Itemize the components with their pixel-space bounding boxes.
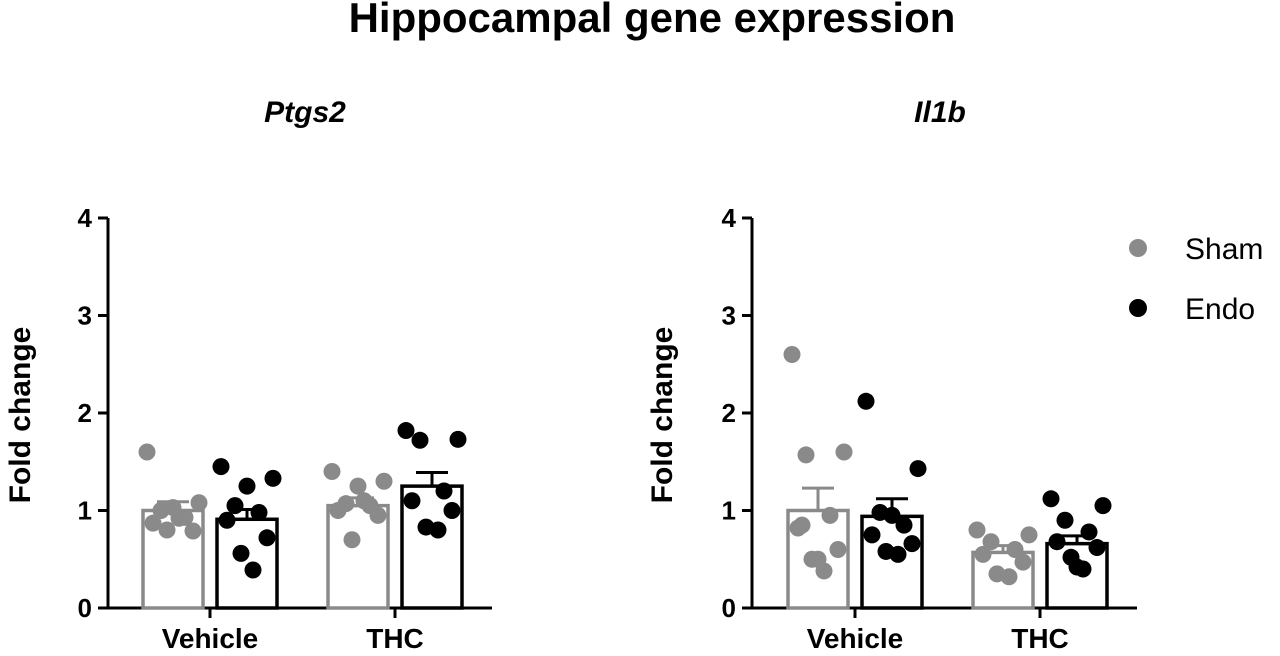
point-ptgs2-thc-sham-1 xyxy=(375,472,393,490)
point-ptgs2-vehicle-endo-0 xyxy=(212,458,230,476)
panel-ptgs2: Ptgs2 Fold change 0 1 2 3 4 Vehicle THC xyxy=(4,96,492,654)
point-il1b-thc-endo-4 xyxy=(1048,533,1066,551)
point-il1b-thc-endo-8 xyxy=(1068,558,1086,576)
point-ptgs2-thc-endo-3 xyxy=(435,482,453,500)
point-il1b-vehicle-endo-0 xyxy=(857,392,875,410)
point-ptgs2-vehicle-endo-6 xyxy=(232,544,250,562)
point-il1b-vehicle-sham-2 xyxy=(797,446,815,464)
point-il1b-thc-endo-1 xyxy=(1094,497,1112,515)
point-ptgs2-vehicle-endo-1 xyxy=(264,469,282,487)
point-ptgs2-thc-endo-4 xyxy=(403,492,421,510)
point-il1b-vehicle-endo-7 xyxy=(889,545,907,563)
point-il1b-vehicle-endo-1 xyxy=(909,460,927,478)
legend: Sham Endo xyxy=(1129,233,1263,326)
point-ptgs2-thc-endo-1 xyxy=(449,430,467,448)
panel-il1b: Il1b Fold change 0 1 2 3 4 Vehicle THC xyxy=(646,96,1137,654)
point-il1b-vehicle-sham-1 xyxy=(835,443,853,461)
point-ptgs2-vehicle-sham-6 xyxy=(158,521,176,539)
point-il1b-thc-sham-7 xyxy=(1000,568,1018,586)
y-tick-label-ptgs2-4: 4 xyxy=(78,203,93,233)
point-il1b-vehicle-endo-3 xyxy=(895,516,913,534)
point-ptgs2-thc-endo-0 xyxy=(397,422,415,440)
panel-title-ptgs2: Ptgs2 xyxy=(264,96,346,129)
point-il1b-vehicle-endo-5 xyxy=(903,535,921,553)
category-label-il1b-vehicle: Vehicle xyxy=(807,623,904,654)
legend-label-endo: Endo xyxy=(1185,293,1255,326)
point-ptgs2-thc-sham-7 xyxy=(355,492,373,510)
point-ptgs2-vehicle-endo-7 xyxy=(244,561,262,579)
legend-label-sham: Sham xyxy=(1185,233,1263,266)
point-il1b-thc-sham-5 xyxy=(1014,553,1032,571)
point-ptgs2-vehicle-sham-0 xyxy=(138,443,156,461)
point-il1b-vehicle-endo-4 xyxy=(863,526,881,544)
point-ptgs2-thc-endo-5 xyxy=(443,502,461,519)
point-il1b-vehicle-sham-5 xyxy=(829,541,847,558)
point-il1b-vehicle-sham-3 xyxy=(821,506,839,524)
point-ptgs2-vehicle-sham-4 xyxy=(144,514,162,532)
point-ptgs2-vehicle-endo-8 xyxy=(238,477,256,495)
point-il1b-thc-endo-3 xyxy=(1080,523,1098,541)
y-tick-label-ptgs2-0: 0 xyxy=(78,593,92,623)
legend-entry-sham: Sham xyxy=(1129,233,1263,266)
y-tick-label-il1b-1: 1 xyxy=(722,496,736,526)
figure-title: Hippocampal gene expression xyxy=(349,0,956,41)
point-il1b-thc-sham-2 xyxy=(982,533,1000,551)
point-ptgs2-thc-endo-7 xyxy=(429,521,447,539)
point-il1b-vehicle-sham-9 xyxy=(793,516,811,534)
point-ptgs2-thc-sham-6 xyxy=(343,531,361,549)
y-tick-label-il1b-0: 0 xyxy=(722,593,736,623)
category-label-il1b-thc: THC xyxy=(1011,623,1069,654)
point-ptgs2-thc-sham-8 xyxy=(349,477,367,495)
legend-marker-sham xyxy=(1129,239,1147,257)
legend-marker-endo xyxy=(1129,299,1147,317)
point-il1b-thc-sham-1 xyxy=(1020,526,1038,544)
y-tick-label-ptgs2-3: 3 xyxy=(78,301,92,331)
point-il1b-vehicle-sham-8 xyxy=(809,550,827,568)
point-ptgs2-vehicle-endo-2 xyxy=(226,497,244,515)
point-ptgs2-thc-sham-0 xyxy=(323,463,341,480)
point-il1b-thc-sham-0 xyxy=(968,521,986,539)
point-ptgs2-vehicle-sham-1 xyxy=(190,494,208,512)
point-il1b-thc-endo-2 xyxy=(1056,511,1074,529)
point-il1b-thc-endo-0 xyxy=(1042,490,1060,508)
category-label-ptgs2-vehicle: Vehicle xyxy=(162,623,259,654)
point-ptgs2-vehicle-endo-3 xyxy=(250,503,268,521)
y-tick-label-ptgs2-2: 2 xyxy=(78,398,92,428)
y-axis-title-il1b: Fold change xyxy=(646,327,679,504)
point-ptgs2-thc-sham-5 xyxy=(369,506,387,524)
point-ptgs2-vehicle-endo-5 xyxy=(258,529,276,547)
point-ptgs2-thc-endo-2 xyxy=(411,431,429,449)
panel-title-il1b: Il1b xyxy=(914,96,966,129)
point-il1b-thc-sham-4 xyxy=(974,545,992,563)
y-tick-label-il1b-4: 4 xyxy=(722,203,737,233)
point-il1b-vehicle-sham-0 xyxy=(783,346,801,363)
y-tick-label-il1b-2: 2 xyxy=(722,398,736,428)
point-il1b-vehicle-endo-8 xyxy=(883,506,901,524)
point-il1b-thc-endo-5 xyxy=(1088,539,1106,557)
point-ptgs2-vehicle-sham-5 xyxy=(184,522,202,540)
point-ptgs2-thc-sham-4 xyxy=(329,502,347,519)
y-tick-label-il1b-3: 3 xyxy=(722,301,736,331)
point-il1b-thc-sham-3 xyxy=(1006,541,1024,558)
legend-entry-endo: Endo xyxy=(1129,293,1255,326)
y-tick-label-ptgs2-1: 1 xyxy=(78,496,92,526)
point-ptgs2-vehicle-endo-4 xyxy=(218,511,236,529)
point-ptgs2-vehicle-sham-8 xyxy=(164,499,182,517)
category-label-ptgs2-thc: THC xyxy=(366,623,424,654)
y-axis-title-ptgs2: Fold change xyxy=(4,327,37,504)
